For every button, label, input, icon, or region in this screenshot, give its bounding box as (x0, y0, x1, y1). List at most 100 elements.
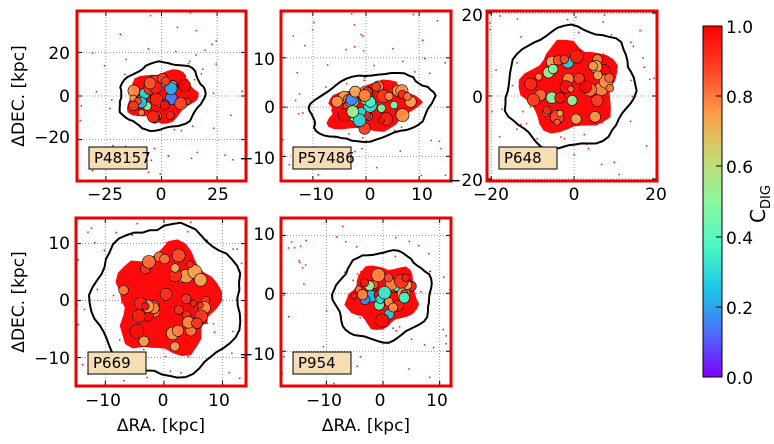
noise-pixel (80, 105, 83, 107)
hii-region (142, 255, 156, 269)
hii-region (194, 273, 207, 287)
panel-name-label: P648 (504, 149, 542, 167)
noise-pixel (618, 173, 620, 176)
hii-region (360, 278, 369, 287)
noise-pixel (630, 41, 632, 44)
xtick-label: 10 (411, 185, 433, 205)
hii-outline (570, 113, 582, 125)
hii-region (170, 263, 180, 273)
panel-name-box (498, 146, 558, 170)
hii-outline (346, 105, 359, 118)
noise-pixel (212, 92, 215, 94)
noise-pixel (573, 154, 575, 156)
noise-pixel (180, 372, 182, 374)
hii-region (174, 97, 187, 110)
hii-region (346, 105, 359, 118)
hii-region (554, 92, 566, 104)
ytick-label: −10 (34, 349, 70, 369)
panel-p648: −20 0 20 −20 0 20 P648 (447, 6, 667, 205)
noise-pixel (292, 35, 295, 37)
hii-region (527, 93, 540, 107)
noise-pixel (96, 288, 99, 291)
hii-region (181, 293, 192, 304)
hii-outline (376, 103, 386, 113)
hii-outline (384, 91, 394, 101)
noise-pixel (428, 72, 431, 75)
hii-region (556, 110, 564, 117)
hii-region (353, 113, 366, 127)
hii-outline (159, 253, 170, 265)
hii-region (378, 286, 391, 300)
hii-outline (169, 341, 180, 352)
noise-pixel (639, 29, 641, 32)
panel-p57486: −10 0 10 −10 0 10 P57486 (239, 9, 453, 205)
noise-pixel (186, 231, 189, 233)
noise-pixel (394, 255, 397, 258)
hii-outline (180, 293, 192, 305)
ylabel-top: ΔDEC. [kpc] (9, 45, 29, 146)
noise-pixel (103, 249, 106, 252)
noise-pixel (215, 63, 217, 65)
ytick-label: 10 (253, 50, 275, 70)
hii-outline (542, 105, 552, 115)
ytick-label: 20 (48, 44, 70, 64)
hii-region (160, 288, 173, 301)
hii-region (161, 76, 171, 86)
hii-region (524, 77, 537, 91)
noise-pixel (191, 125, 194, 127)
xtick-label: 10 (426, 391, 448, 411)
xtick-label: −25 (87, 185, 123, 205)
colorbar-gradient (702, 25, 723, 378)
hii-outline (138, 335, 150, 347)
hii-region (567, 95, 578, 106)
noise-pixel (296, 71, 299, 74)
noise-pixel (147, 171, 150, 173)
noise-pixel (653, 77, 655, 80)
hii-outline (177, 79, 191, 93)
hii-outline (394, 274, 409, 289)
noise-pixel (283, 355, 285, 358)
noise-pixel (421, 39, 424, 42)
noise-pixel (286, 106, 288, 109)
ytick-label: −10 (239, 345, 275, 365)
hii-region (377, 117, 385, 124)
noise-pixel (410, 338, 413, 340)
hii-outline (159, 287, 173, 301)
noise-pixel (498, 136, 501, 138)
noise-pixel (283, 294, 285, 296)
ylabel-bottom: ΔDEC. [kpc] (9, 251, 29, 352)
noise-pixel (420, 174, 423, 177)
hii-region (384, 273, 393, 282)
hii-region (573, 73, 585, 84)
noise-pixel (395, 330, 397, 332)
noise-pixel (215, 40, 218, 42)
hii-region (118, 285, 129, 296)
noise-pixel (282, 139, 284, 141)
noise-pixel (418, 244, 420, 247)
noise-pixel (112, 294, 115, 297)
noise-pixel (91, 169, 94, 172)
noise-pixel (287, 247, 290, 249)
hii-region (542, 106, 552, 115)
colorbar-ticks (716, 25, 722, 378)
noise-pixel (206, 239, 208, 241)
noise-pixel (516, 62, 518, 64)
noise-pixel (293, 246, 296, 249)
galaxy-contour (503, 23, 638, 151)
hii-outline (388, 302, 398, 313)
colorbar-tick-label: 0.0 (726, 369, 753, 389)
noise-pixel (111, 99, 113, 101)
hii-outline (591, 94, 604, 107)
hii-region (159, 254, 170, 264)
hii-outline (589, 111, 601, 123)
galaxy-contour (118, 60, 207, 133)
hii-region (350, 292, 358, 300)
noise-pixel (361, 147, 363, 150)
noise-pixel (83, 308, 86, 311)
noise-pixel (445, 334, 447, 337)
hii-outline (165, 111, 175, 120)
noise-pixel (224, 154, 226, 156)
noise-pixel (345, 48, 347, 51)
panel-p669: −10 0 10 −10 0 10 P669 (34, 216, 248, 411)
hii-region (186, 260, 194, 268)
